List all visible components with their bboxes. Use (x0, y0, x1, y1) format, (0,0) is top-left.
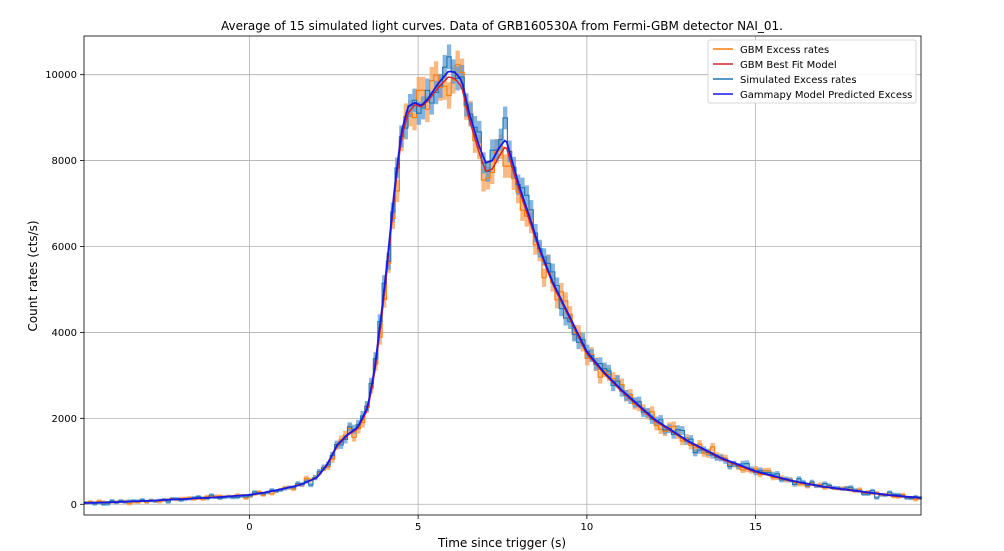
y-tick-label: 0 (71, 500, 77, 511)
x-axis-label: Time since trigger (s) (437, 536, 566, 550)
sim-excess-band-group (84, 44, 923, 506)
gammapy-predicted-series (83, 70, 922, 504)
plot-area (83, 44, 923, 506)
y-tick-label: 4000 (52, 328, 77, 339)
x-tick-label: 10 (581, 522, 594, 533)
x-tick-label: 0 (246, 522, 252, 533)
legend-label-sim-excess: Simulated Excess rates (740, 75, 857, 86)
plot-frame (83, 35, 922, 516)
axes-ticks: 0 5 10 15 0 2000 4000 6000 8000 10000 (45, 70, 762, 533)
x-tick-label: 15 (749, 522, 762, 533)
x-tick-label: 5 (415, 522, 421, 533)
y-tick-label: 10000 (45, 70, 77, 81)
grid (84, 36, 921, 515)
legend: GBM Excess rates GBM Best Fit Model Simu… (707, 39, 917, 104)
legend-label-gbm-model: GBM Best Fit Model (740, 60, 837, 71)
legend-box (707, 39, 917, 104)
legend-label-gammapy-model: Gammapy Model Predicted Excess (740, 90, 912, 101)
sim-excess-series (84, 56, 921, 505)
legend-label-gbm-excess: GBM Excess rates (740, 45, 829, 56)
y-tick-label: 2000 (52, 414, 77, 425)
chart-title: Average of 15 simulated light curves. Da… (221, 19, 783, 33)
y-tick-label: 8000 (52, 156, 77, 167)
y-tick-label: 6000 (52, 242, 77, 253)
y-axis-label: Count rates (cts/s) (26, 220, 40, 331)
